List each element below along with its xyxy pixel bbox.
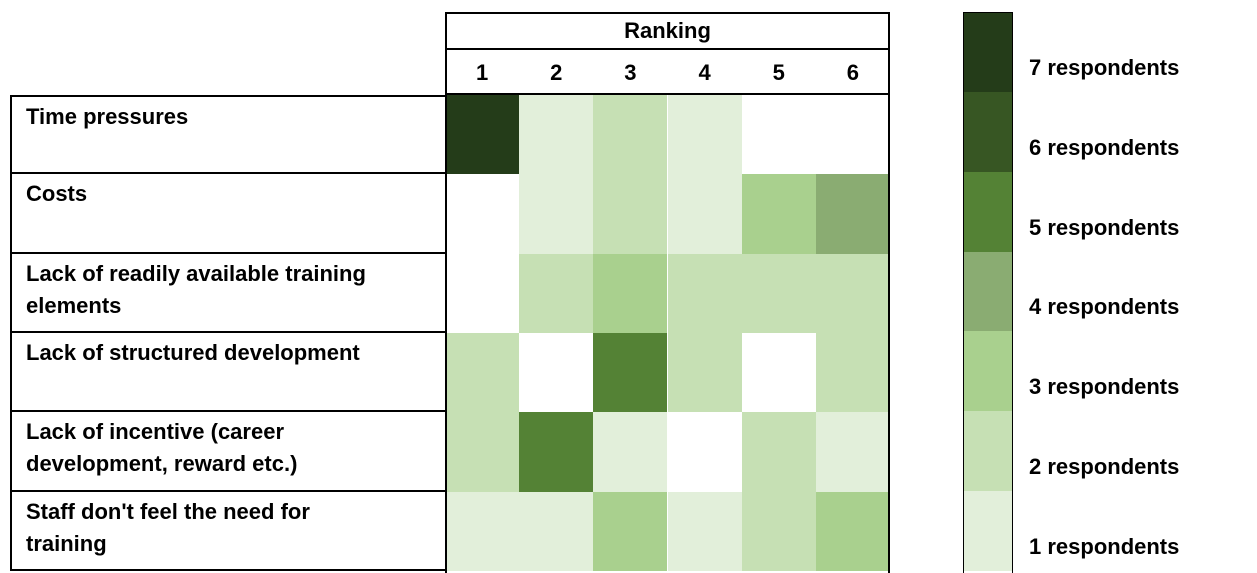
legend-border bbox=[963, 12, 1013, 573]
heat-cell bbox=[741, 174, 816, 254]
column-label: 2 bbox=[550, 59, 563, 85]
heat-cell bbox=[593, 95, 668, 175]
heat-cell bbox=[815, 412, 890, 492]
legend-label: 4 respondents bbox=[1029, 294, 1180, 320]
row-label-text: Costs bbox=[26, 181, 88, 207]
legend-label: 3 respondents bbox=[1029, 374, 1180, 400]
heat-cell bbox=[445, 412, 520, 492]
heat-cell bbox=[667, 174, 742, 254]
heat-cell bbox=[741, 491, 816, 571]
heat-cell bbox=[815, 333, 890, 413]
row-label: Costs bbox=[10, 174, 445, 254]
heat-cell bbox=[445, 333, 520, 413]
row-label-text: Lack of structured development bbox=[26, 340, 360, 365]
title: Ranking bbox=[445, 12, 890, 50]
legend-label: 6 respondents bbox=[1029, 134, 1180, 160]
heat-cell bbox=[667, 253, 742, 333]
heat-cell bbox=[593, 174, 668, 254]
heat-cell bbox=[667, 412, 742, 492]
heat-cell bbox=[741, 412, 816, 492]
heat-cell bbox=[445, 491, 520, 571]
heat-cell bbox=[519, 412, 594, 492]
row-label-text: Time pressures bbox=[26, 104, 189, 129]
row-label: Staff don't feel the need for training bbox=[10, 491, 445, 571]
heat-cell bbox=[445, 253, 520, 333]
heat-cell bbox=[667, 491, 742, 571]
heat-cell bbox=[519, 95, 594, 175]
row-label: Lack of incentive (career development, r… bbox=[10, 412, 445, 492]
grid-border bbox=[445, 95, 890, 573]
heat-cell bbox=[445, 174, 520, 254]
column-label: 5 bbox=[772, 59, 785, 85]
legend-swatch bbox=[963, 251, 1013, 332]
heat-cell bbox=[519, 333, 594, 413]
heat-cell bbox=[593, 412, 668, 492]
legend-swatch bbox=[963, 411, 1013, 492]
column-label: 4 bbox=[698, 59, 711, 85]
heat-cell bbox=[519, 174, 594, 254]
legend-swatch bbox=[963, 12, 1013, 92]
legend-swatch bbox=[963, 171, 1013, 252]
heat-cell bbox=[741, 333, 816, 413]
row-label: Lack of readily available training eleme… bbox=[10, 253, 445, 333]
legend-swatch bbox=[963, 91, 1013, 172]
heat-cell bbox=[519, 253, 594, 333]
legend-label: 5 respondents bbox=[1029, 214, 1180, 240]
heat-cell bbox=[593, 333, 668, 413]
column-label: 1 bbox=[475, 59, 489, 85]
row-label-text: Staff don't feel the need for training bbox=[26, 498, 310, 556]
heat-cell bbox=[519, 491, 594, 571]
heat-cell bbox=[741, 253, 816, 333]
row-label-text: Lack of incentive (career development, r… bbox=[26, 419, 298, 477]
heat-cell bbox=[667, 95, 742, 175]
heat-cell bbox=[667, 333, 742, 413]
heat-cell bbox=[815, 491, 890, 571]
column-label: 3 bbox=[624, 59, 637, 85]
row-label-text: Lack of readily available training eleme… bbox=[26, 260, 366, 318]
legend-swatch bbox=[963, 491, 1013, 571]
heat-cell bbox=[815, 174, 890, 254]
heat-cell bbox=[815, 95, 890, 175]
heat-cell bbox=[593, 253, 668, 333]
row-label: Lack of structured development bbox=[10, 333, 445, 413]
heat-cell bbox=[815, 253, 890, 333]
header-border bbox=[445, 50, 890, 95]
heat-cell bbox=[445, 95, 520, 175]
heat-cell bbox=[593, 491, 668, 571]
column-label: 6 bbox=[846, 59, 860, 85]
legend-swatch bbox=[963, 331, 1013, 412]
row-label: Time pressures bbox=[10, 95, 445, 175]
legend-label: 7 respondents bbox=[1029, 54, 1180, 80]
heat-cell bbox=[741, 95, 816, 175]
legend-label: 1 respondents bbox=[1029, 534, 1180, 559]
legend-label: 2 respondents bbox=[1029, 454, 1180, 480]
